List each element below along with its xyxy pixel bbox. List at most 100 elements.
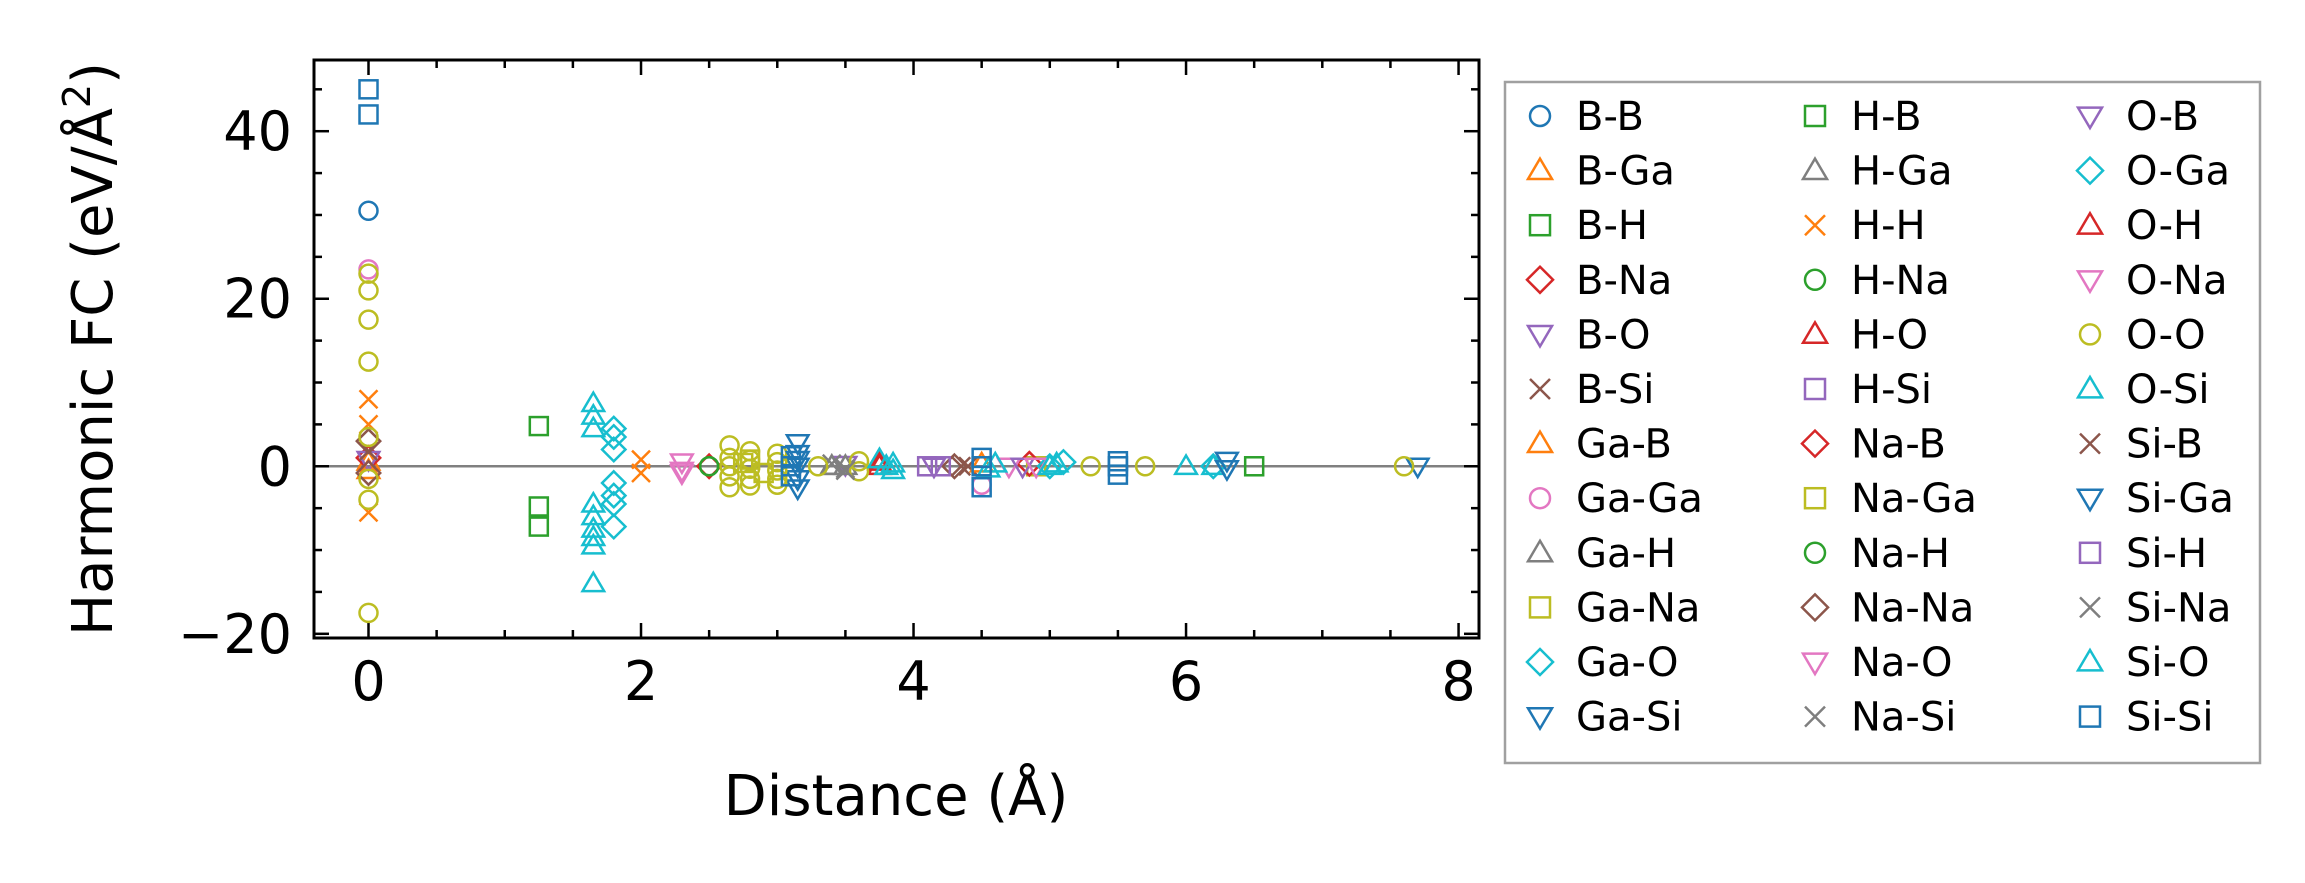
- legend-items: B-B B-Ga B-H B-Na B-O B-Si Ga-B Ga-Ga Ga-H Ga-Na G…: [1525, 94, 2234, 741]
- data-point: [1036, 452, 1064, 480]
- data-point: [358, 389, 379, 410]
- legend-item: O-B: [2075, 94, 2199, 140]
- legend-item: B-Na: [1525, 258, 1672, 304]
- legend-marker: [1528, 596, 1552, 619]
- data-point: [780, 466, 802, 487]
- legend-item: O-Na: [2075, 258, 2227, 304]
- data-point: [873, 453, 900, 476]
- legend-label: Si-Ga: [2126, 476, 2234, 522]
- legend-marker: [2078, 323, 2102, 346]
- legend-item: Ga-Ga: [1528, 476, 1703, 522]
- legend-item: Si-O: [2075, 640, 2210, 686]
- y-tick-label: −20: [178, 603, 292, 666]
- series-O-H: [866, 448, 893, 471]
- data-point: [1243, 456, 1265, 477]
- legend-label: O-Si: [2126, 367, 2210, 413]
- legend-item: Si-B: [2079, 422, 2203, 468]
- legend-item: H-B: [1803, 94, 1922, 140]
- legend-item: H-H: [1804, 203, 1926, 249]
- data-point: [600, 469, 628, 497]
- legend-label: Ga-Si: [1576, 695, 1682, 741]
- legend-label: H-Si: [1851, 367, 1932, 413]
- data-point: [1080, 456, 1101, 477]
- axis-ticks: [314, 60, 1479, 638]
- data-point: [880, 450, 907, 473]
- legend-item: Ga-O: [1525, 640, 1679, 686]
- legend-label: H-Na: [1851, 258, 1950, 304]
- legend-item: Na-Si: [1804, 695, 1956, 741]
- data-point: [358, 259, 379, 280]
- data-point: [767, 468, 788, 490]
- data-point: [1213, 459, 1240, 483]
- data-point: [580, 532, 607, 555]
- legend-label: O-H: [2126, 203, 2203, 249]
- legend-marker: [1525, 265, 1555, 295]
- legend-marker: [1528, 104, 1552, 128]
- legend-marker: [2078, 705, 2102, 728]
- data-point: [600, 436, 628, 463]
- legend-marker: [1800, 319, 1830, 345]
- legend-item: Ga-B: [1525, 422, 1672, 468]
- data-point: [358, 602, 379, 624]
- legend-marker: [1529, 378, 1551, 400]
- legend-marker: [1525, 429, 1555, 454]
- legend-item: O-Ga: [2075, 149, 2230, 195]
- legend-item: Si-Na: [2079, 585, 2231, 631]
- legend-item: O-Si: [2075, 367, 2210, 413]
- legend-label: B-O: [1576, 312, 1650, 358]
- legend-marker: [2078, 541, 2102, 565]
- data-point: [880, 457, 907, 480]
- legend-item: Na-O: [1800, 640, 1952, 686]
- legend-label: Na-Ga: [1851, 476, 1977, 522]
- legend-item: Si-Ga: [2075, 476, 2234, 522]
- legend-label: Na-B: [1851, 422, 1946, 468]
- legend-item: Ga-Na: [1528, 585, 1700, 631]
- data-point: [580, 390, 607, 413]
- y-axis-title: Harmonic FC (eV/Å2): [55, 62, 126, 636]
- data-point: [1009, 457, 1036, 480]
- legend-marker: [1525, 706, 1555, 732]
- legend-item: B-H: [1528, 203, 1648, 249]
- legend-item: H-Na: [1803, 258, 1950, 304]
- y-tick-label: 0: [258, 435, 292, 498]
- legend-marker: [2075, 210, 2105, 235]
- data-point: [358, 468, 379, 490]
- legend-label: H-H: [1851, 203, 1926, 249]
- x-tick-label: 6: [1169, 650, 1203, 713]
- data-point: [580, 415, 607, 438]
- data-point: [580, 490, 607, 513]
- legend-label: B-Ga: [1576, 149, 1675, 195]
- legend-label: Na-Si: [1851, 695, 1956, 741]
- legend-marker: [1525, 324, 1555, 349]
- data-point: [739, 475, 761, 496]
- data-point: [600, 482, 628, 510]
- data-point: [916, 456, 938, 477]
- data-point: [784, 434, 811, 457]
- data-point: [580, 570, 607, 593]
- legend-item: Na-B: [1800, 422, 1946, 468]
- series-O-B: [920, 457, 1036, 480]
- legend-marker: [2075, 488, 2105, 513]
- data-point: [1036, 453, 1063, 476]
- series-H-H: [358, 389, 651, 523]
- data-point: [920, 457, 947, 480]
- legend-label: Ga-B: [1576, 422, 1672, 468]
- data-point: [739, 449, 761, 470]
- data-point: [528, 496, 550, 517]
- legend-label: B-Si: [1576, 367, 1654, 413]
- legend-marker: [1528, 486, 1552, 510]
- tick-labels: 0 2 4 6 8 −20 0 20 40: [178, 100, 1476, 713]
- data-point: [600, 423, 628, 451]
- legend-label: Na-Na: [1851, 585, 1974, 631]
- legend-marker: [2079, 596, 2101, 619]
- legend-label: H-Ga: [1851, 149, 1952, 195]
- data-point: [971, 456, 992, 477]
- data-point: [784, 450, 811, 473]
- data-point: [358, 426, 379, 448]
- legend-marker: [1804, 705, 1826, 728]
- data-point: [358, 104, 379, 125]
- legend-item: Na-Na: [1800, 585, 1974, 631]
- legend-marker: [2075, 270, 2105, 295]
- legend-label: Si-H: [2126, 531, 2207, 577]
- data-point: [1049, 448, 1077, 476]
